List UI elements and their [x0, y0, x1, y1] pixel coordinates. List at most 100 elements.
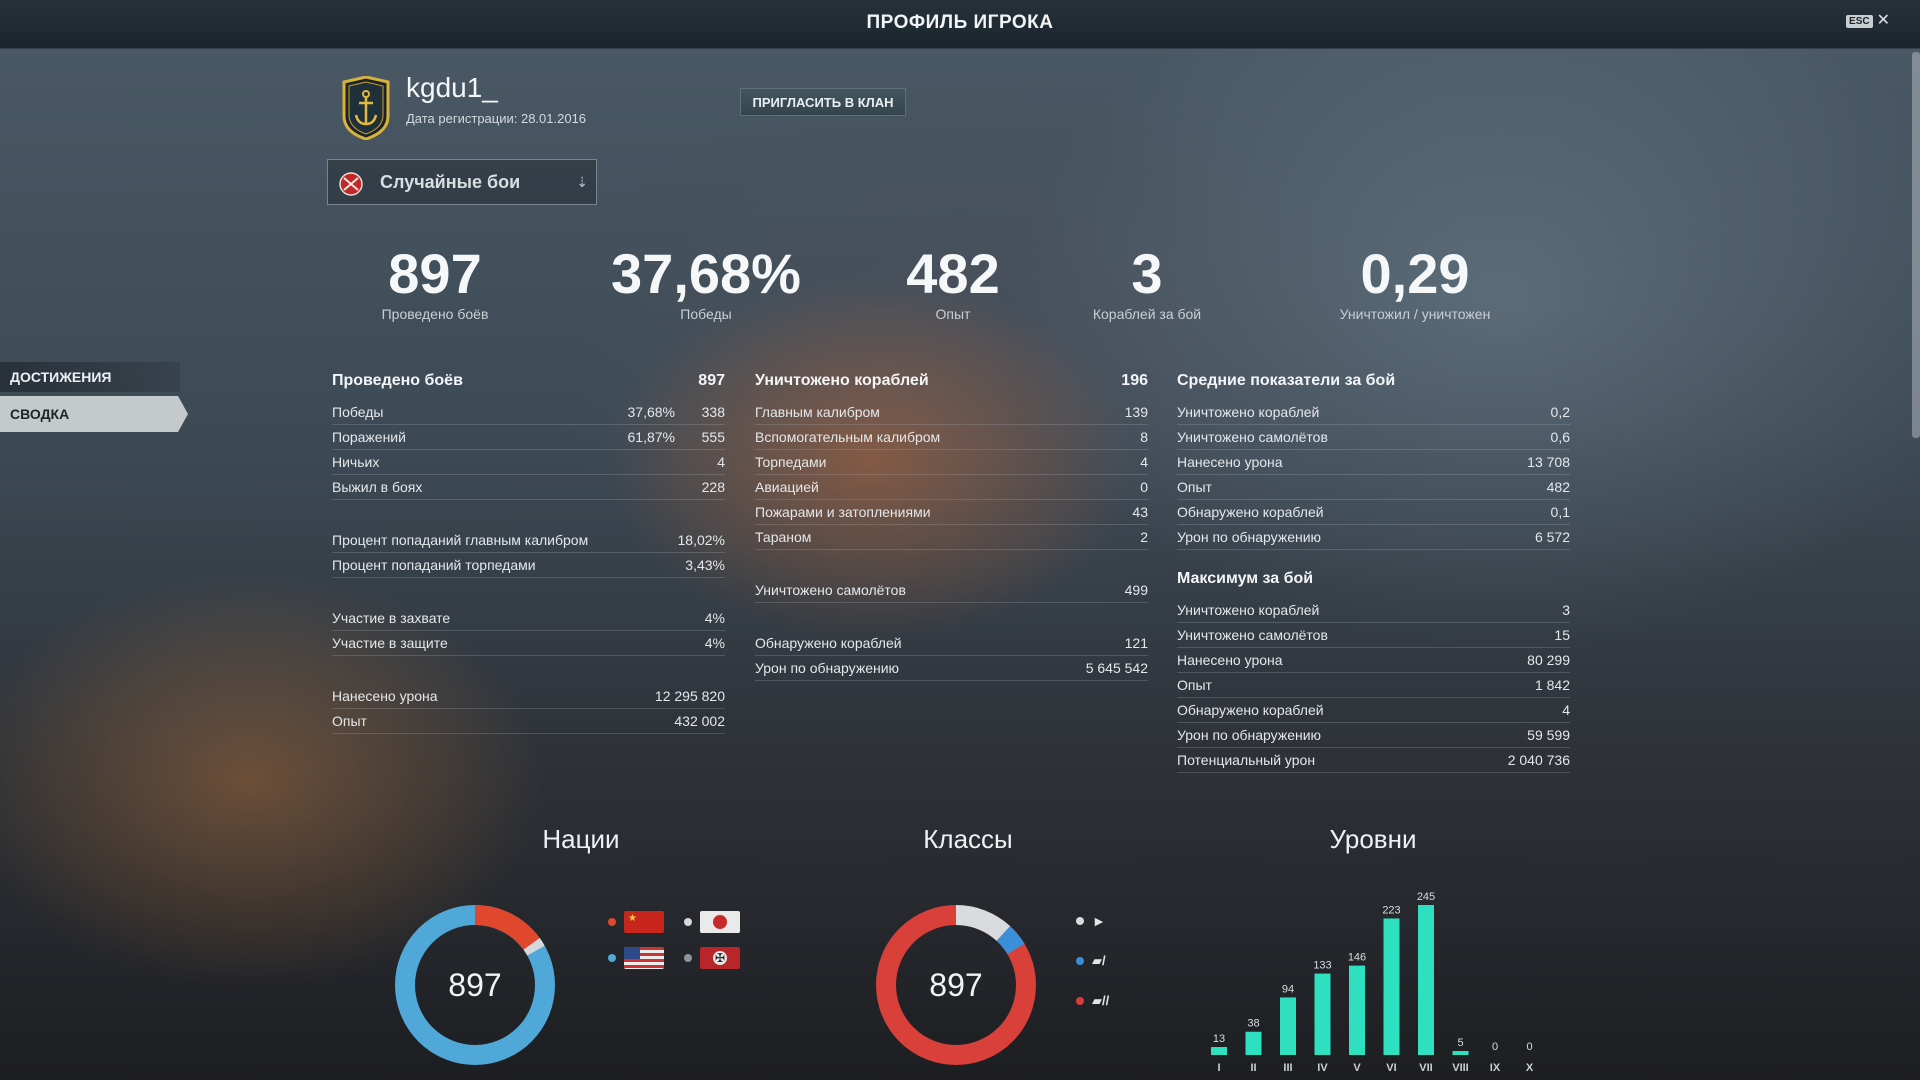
summary-label: Кораблей за бой	[1092, 306, 1202, 322]
germany-flag-icon: ✠	[700, 947, 740, 969]
tiers-title: Уровни	[1329, 824, 1417, 854]
tier-value-label: 245	[1417, 891, 1435, 903]
nations-title: Нации	[542, 824, 620, 854]
summary-kd: 0,29 Уничтожил / уничтожен	[1325, 242, 1505, 323]
tier-bar	[1245, 1031, 1262, 1055]
stat-row: Обнаружено кораблей 121	[755, 631, 1148, 656]
tier-bar	[1383, 918, 1400, 1055]
battle-type-dropdown[interactable]: Случайные бои ⇣	[327, 159, 597, 205]
stat-row: Ничьих 4	[332, 450, 725, 475]
sidebar-item-achievements[interactable]: ДОСТИЖЕНИЯ	[0, 362, 180, 392]
stat-row: Нанесено урона 80 299	[1177, 648, 1570, 673]
stat-row: Потенциальный урон 2 040 736	[1177, 748, 1570, 773]
stat-row: Уничтожено самолётов 0,6	[1177, 425, 1570, 450]
tier-value-label: 0	[1492, 1041, 1498, 1053]
tier-bar	[1314, 973, 1331, 1055]
legend-china: ★	[608, 911, 664, 933]
summary-label: Опыт	[935, 306, 971, 322]
legend-germany: ✠	[684, 947, 740, 969]
summary-value: 37,68%	[611, 242, 801, 305]
tier-axis-label: IX	[1490, 1062, 1501, 1074]
summary-value: 897	[388, 242, 482, 305]
nations-donut: 897	[393, 903, 557, 1067]
nations-total: 897	[448, 967, 502, 1003]
legend-battleship: ▰//	[1076, 993, 1109, 1009]
stat-row: Опыт 432 002	[332, 709, 725, 734]
tier-axis-label: I	[1217, 1062, 1220, 1074]
close-button[interactable]: ESC ✕	[1846, 12, 1890, 29]
stat-row: Уничтожено самолётов 499	[755, 578, 1148, 603]
player-nickname: kgdu1_	[406, 72, 498, 103]
legend-cruiser: ▰/	[1076, 953, 1106, 969]
destroyed-ships-column: Уничтожено кораблей 196 Главным калибром 1…	[755, 372, 1148, 681]
classes-donut: 897	[874, 903, 1038, 1067]
stat-row: Главным калибром 139	[755, 400, 1148, 425]
close-icon[interactable]: ✕	[1876, 12, 1890, 29]
japan-flag-icon	[700, 911, 740, 933]
legend-destroyer: ►	[1076, 913, 1106, 929]
stat-row: Обнаружено кораблей 4	[1177, 698, 1570, 723]
tier-bar	[1211, 1047, 1227, 1055]
stat-row: Процент попаданий главным калибром 18,02%	[332, 528, 725, 553]
stat-row: Нанесено урона 12 295 820	[332, 684, 725, 709]
summary-label: Победы	[680, 306, 732, 322]
stat-row: Уничтожено самолётов 15	[1177, 623, 1570, 648]
tier-value-label: 133	[1313, 960, 1331, 972]
stat-row: Участие в защите 4%	[332, 631, 725, 656]
stat-row: Опыт 482	[1177, 475, 1570, 500]
sidebar-item-summary[interactable]: СВОДКА	[0, 396, 188, 432]
scrollbar[interactable]	[1912, 52, 1920, 438]
tier-value-label: 5	[1457, 1037, 1463, 1049]
tier-bar	[1418, 905, 1434, 1055]
stat-row: Поражений 61,87% 555	[332, 425, 725, 450]
destroyer-class-icon: ►	[1092, 913, 1106, 929]
tier-value-label: 0	[1526, 1041, 1532, 1053]
stat-row: Обнаружено кораблей 0,1	[1177, 500, 1570, 525]
tier-axis-label: III	[1283, 1062, 1292, 1074]
per-battle-column: Средние показатели за бой Уничтожено кор…	[1177, 372, 1570, 773]
summary-value: 482	[906, 242, 1000, 305]
random-battles-icon	[339, 172, 363, 196]
stat-row: Урон по обнаружению 59 599	[1177, 723, 1570, 748]
stat-row: Участие в захвате 4%	[332, 606, 725, 631]
classes-total: 897	[929, 967, 983, 1003]
summary-winrate: 37,68% Победы	[606, 242, 806, 323]
stat-row: Уничтожено кораблей 3	[1177, 598, 1570, 623]
registration-date: Дата регистрации: 28.01.2016	[406, 111, 587, 126]
battles-stats-column: Проведено боёв 897 Победы 37,68% 338 Пораже…	[332, 372, 725, 734]
summary-label: Проведено боёв	[381, 306, 489, 322]
summary-exp: 482 Опыт	[893, 242, 1013, 323]
stat-row: Нанесено урона 13 708	[1177, 450, 1570, 475]
stat-row: Победы 37,68% 338	[332, 400, 725, 425]
tier-bar	[1452, 1051, 1469, 1055]
column-header: Средние показатели за бой	[1177, 372, 1396, 389]
stat-row: Пожарами и затоплениями 43	[755, 500, 1148, 525]
chevron-down-icon: ⇣	[576, 174, 588, 190]
invite-to-clan-button[interactable]: ПРИГЛАСИТЬ В КЛАН	[740, 88, 906, 116]
legend-usa	[608, 947, 664, 969]
column-header: Проведено боёв 897	[332, 372, 725, 389]
usa-flag-icon	[624, 947, 664, 969]
stat-row: Опыт 1 842	[1177, 673, 1570, 698]
summary-ships-per-battle: 3 Кораблей за бой	[1077, 244, 1217, 323]
tier-value-label: 38	[1247, 1018, 1259, 1030]
tier-axis-label: VIII	[1452, 1062, 1469, 1074]
tier-axis-label: IV	[1317, 1062, 1328, 1074]
classes-title: Классы	[923, 824, 1013, 854]
cruiser-class-icon: ▰/	[1092, 953, 1106, 968]
column-header: Уничтожено кораблей 196	[755, 372, 1148, 389]
china-flag-icon: ★	[624, 911, 664, 933]
summary-value: 0,29	[1360, 242, 1470, 305]
tier-value-label: 94	[1282, 983, 1294, 995]
tier-bar	[1349, 965, 1365, 1055]
battle-type-label: Случайные бои	[380, 172, 521, 192]
page-title: ПРОФИЛЬ ИГРОКА	[866, 12, 1054, 33]
rank-emblem-icon	[342, 76, 390, 140]
column-header: Максимум за бой	[1177, 570, 1314, 587]
tier-axis-label: VI	[1386, 1062, 1396, 1074]
stat-row: Урон по обнаружению 5 645 542	[755, 656, 1148, 681]
tier-value-label: 223	[1382, 904, 1400, 916]
battleship-class-icon: ▰//	[1092, 993, 1110, 1008]
stat-row: Уничтожено кораблей 0,2	[1177, 400, 1570, 425]
stat-row: Процент попаданий торпедами 3,43%	[332, 553, 725, 578]
